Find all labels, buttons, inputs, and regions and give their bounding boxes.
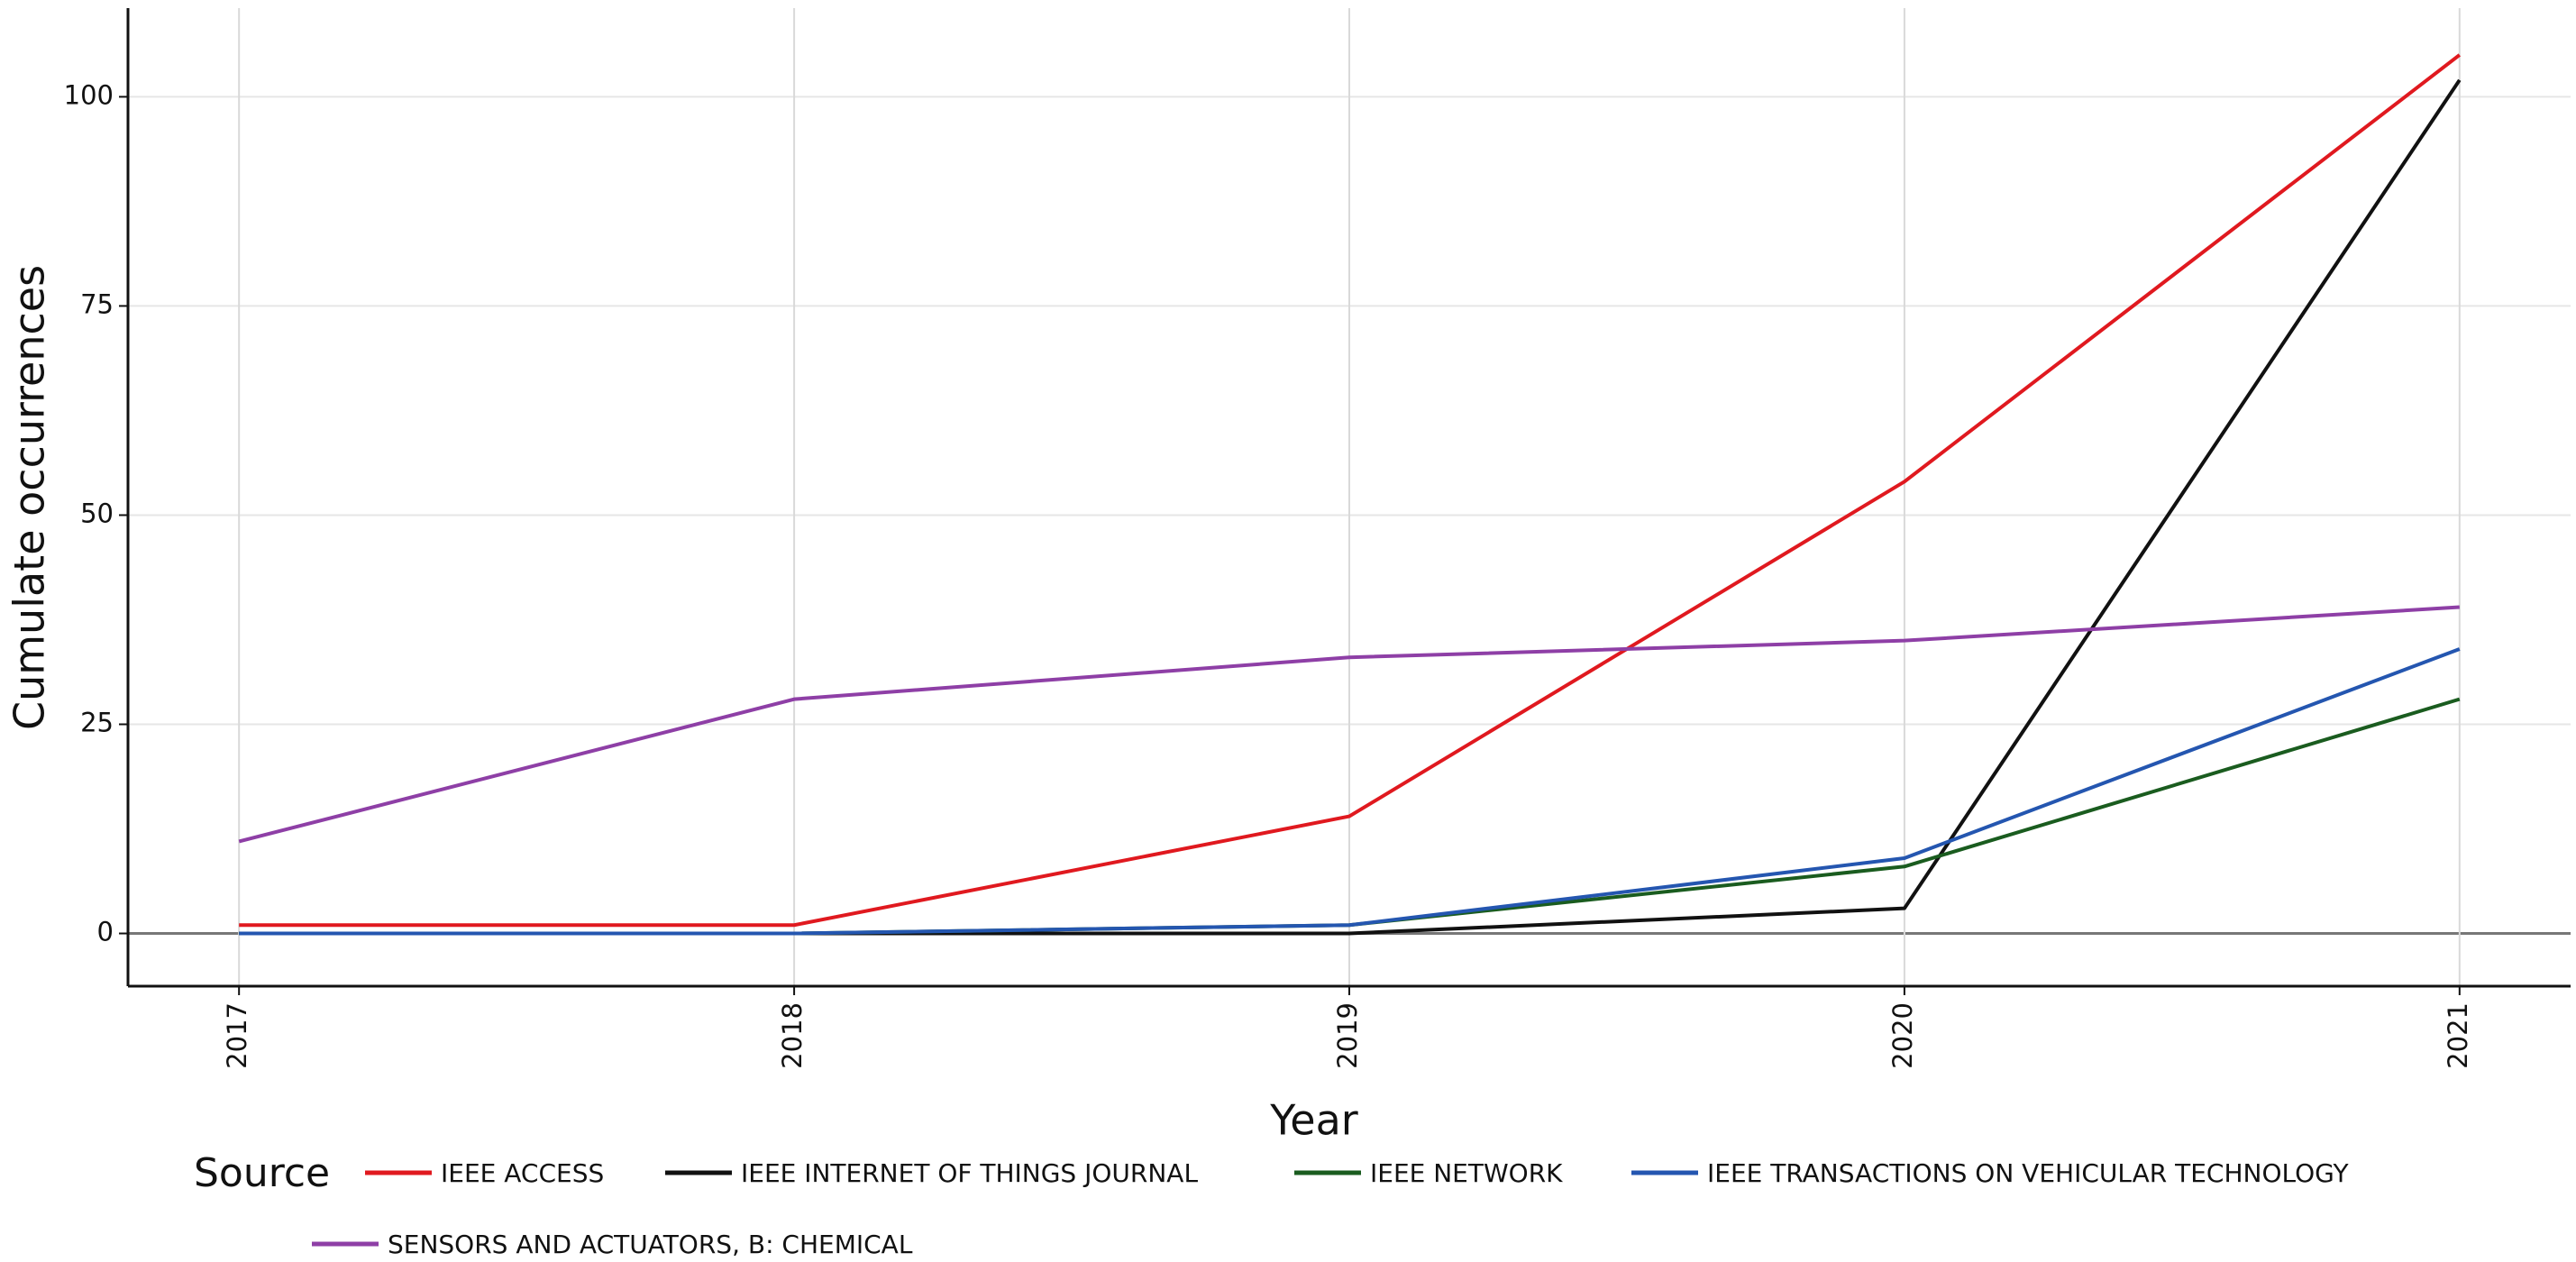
x-tick-label: 2020	[1887, 1002, 1918, 1069]
x-tick-label: 2018	[777, 1002, 808, 1069]
x-tick-label: 2017	[222, 1002, 252, 1069]
legend-label: IEEE NETWORK	[1370, 1158, 1563, 1188]
y-tick-label: 75	[80, 288, 114, 319]
y-tick-label: 50	[80, 498, 114, 528]
series-line	[239, 647, 2461, 936]
x-axis-title: Year	[1269, 1096, 1357, 1145]
y-tick-label: 25	[80, 707, 114, 737]
legend-label: IEEE TRANSACTIONS ON VEHICULAR TECHNOLOG…	[1707, 1158, 2349, 1188]
legend-label: IEEE INTERNET OF THINGS JOURNAL	[741, 1158, 1198, 1188]
y-axis-title: Cumulate occurrences	[5, 265, 54, 730]
y-tick-label: 0	[97, 917, 114, 947]
y-tick-label: 100	[64, 79, 114, 110]
legend-title: Source	[194, 1150, 330, 1196]
series-line	[239, 53, 2462, 928]
x-tick-label: 2021	[2443, 1002, 2473, 1069]
x-tick-label: 2019	[1332, 1002, 1363, 1069]
legend-label: IEEE ACCESS	[441, 1158, 604, 1188]
legend-label: SENSORS AND ACTUATORS, B: CHEMICAL	[388, 1230, 913, 1259]
series-line	[238, 605, 2460, 844]
